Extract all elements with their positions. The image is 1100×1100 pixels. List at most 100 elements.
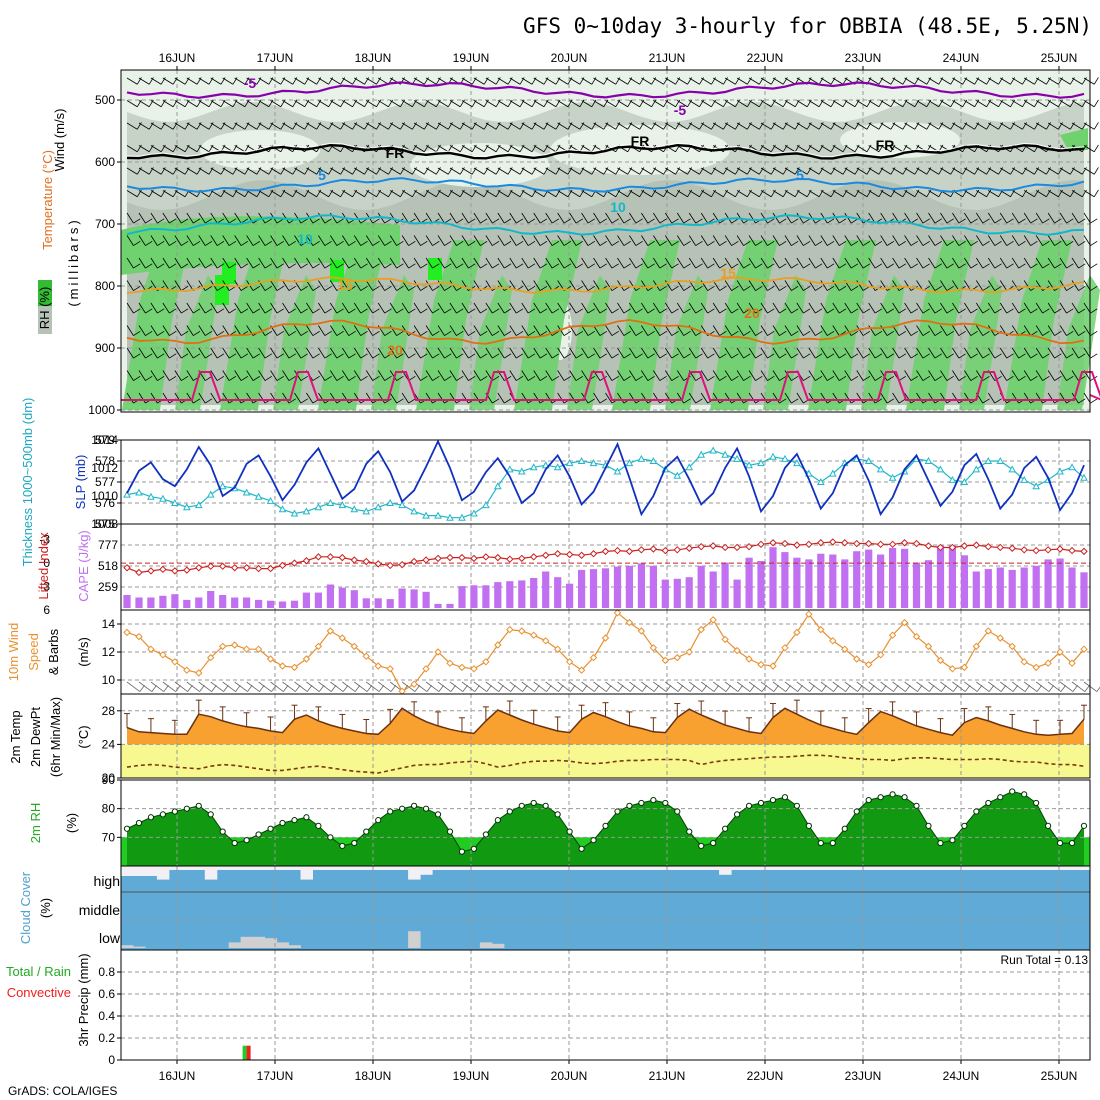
thickness-point [159, 494, 167, 502]
wind-barb-feather [268, 77, 274, 85]
wind-barb [808, 100, 820, 108]
wind-barb-feather [1096, 686, 1100, 692]
wind-speed-point [386, 665, 394, 673]
contour-15 [126, 276, 1085, 294]
wind-barb-feather [839, 263, 847, 269]
dewpoint-band [121, 744, 1090, 778]
wind-barb [820, 77, 832, 85]
wind-barb [796, 190, 808, 198]
wind-barb-feather [922, 263, 930, 269]
wind-barb-feather [196, 167, 202, 175]
wind-barb-feather [563, 375, 572, 381]
wind-barb-feather [136, 189, 142, 197]
wind-barb-feather [139, 684, 145, 692]
wind-barb [533, 167, 545, 175]
wind-barb-feather [699, 189, 704, 197]
wind-barb-feather [946, 308, 954, 314]
wind-barb [150, 257, 158, 269]
wind-barb [868, 190, 880, 198]
wind-barb-feather [878, 77, 884, 85]
cloud-high-gap [970, 866, 983, 870]
wind-barb-feather [444, 353, 452, 359]
wind-barb [1012, 167, 1023, 175]
wind-barb [904, 167, 916, 175]
wind-barb [569, 145, 581, 153]
temp2m-ylabel-1: 2m Temp [8, 710, 23, 763]
wind-barb [437, 370, 445, 381]
wind-barb-feather [516, 330, 524, 336]
wind-barb [605, 167, 616, 175]
wind-barb [461, 167, 473, 175]
cape-bar [506, 581, 514, 608]
wind-barb [964, 122, 975, 130]
wind-barb [1059, 77, 1071, 85]
wind-barb-feather [791, 330, 799, 336]
rh2m-ylabel-2: (%) [64, 813, 79, 833]
wind-barb-feather [902, 167, 908, 175]
wind-barb-feather [136, 122, 142, 130]
wind-barb-feather [1066, 240, 1074, 246]
wind-barb-feather [627, 77, 633, 85]
wind-barb-feather [639, 167, 645, 175]
wind-barb-feather [830, 99, 836, 107]
wind-barb-feather [145, 240, 153, 246]
wind10-ylabel-2: Speed [26, 633, 41, 671]
wind-barb [1023, 100, 1035, 108]
wind-barb [808, 681, 822, 692]
wind-barb [366, 100, 377, 108]
cloud-high-gap [121, 866, 134, 876]
wind-barb-feather [468, 353, 476, 359]
cape-bar [841, 559, 849, 608]
wind-barb-feather [791, 375, 799, 381]
wind-barb [772, 280, 780, 291]
cape-bar [350, 590, 358, 608]
wind-barb [832, 77, 844, 85]
wind-barb [461, 370, 469, 381]
wind-barb [880, 77, 892, 85]
wind-barb [796, 347, 804, 359]
wind-barb-feather [803, 263, 811, 269]
wind-barb [1035, 77, 1047, 85]
wind-barb-feather [384, 263, 392, 269]
wind-barb-feather [639, 99, 645, 107]
profile-ylabel-rh: RH (%) [37, 287, 52, 330]
wind-barb [665, 190, 676, 198]
wind-barb-feather [671, 353, 679, 359]
temp2m-fills [121, 708, 1090, 778]
thickness-point [649, 456, 658, 464]
wind-barb [485, 235, 493, 246]
wind-barb [401, 100, 413, 108]
lifted-index-point [541, 551, 550, 559]
wind-barb-feather [758, 144, 764, 152]
cape-bar [219, 595, 227, 608]
wind-barb [1011, 681, 1026, 692]
wind-barb [234, 235, 242, 246]
wind-barb [569, 257, 577, 269]
wind-barb [856, 167, 868, 175]
wind-barb-feather [1069, 167, 1075, 175]
wind-barb [162, 235, 170, 246]
wind-barb [677, 77, 688, 85]
wind-barb [282, 392, 290, 404]
wind-barb [1035, 122, 1047, 130]
wind-barb [473, 145, 485, 153]
cape-bar [1068, 567, 1076, 608]
wind-barb [461, 122, 473, 130]
wind-barb [904, 77, 916, 85]
wind-speed-point [410, 680, 418, 688]
wind-barb [545, 392, 553, 404]
wind-barb [162, 257, 170, 269]
wind-speed-point [721, 635, 729, 644]
cloud-level-low: low [99, 930, 121, 946]
bottom-date-axis: 16JUN 17JUN 18JUN 19JUN 20JUN 21JUN 22JUN 23JUN… [159, 1060, 1077, 1083]
wind-barb-feather [917, 684, 923, 692]
cape-bar [829, 554, 837, 608]
bottom-date-label: 22JUN [747, 1069, 784, 1083]
wind-barb [928, 235, 936, 246]
wind-barb-feather [755, 285, 763, 291]
wind-barb-feather [902, 122, 908, 130]
wind-barb [676, 392, 685, 404]
wind-barb-feather [400, 99, 405, 107]
wind-barb [976, 77, 987, 85]
wind-barb-feather [737, 684, 744, 692]
